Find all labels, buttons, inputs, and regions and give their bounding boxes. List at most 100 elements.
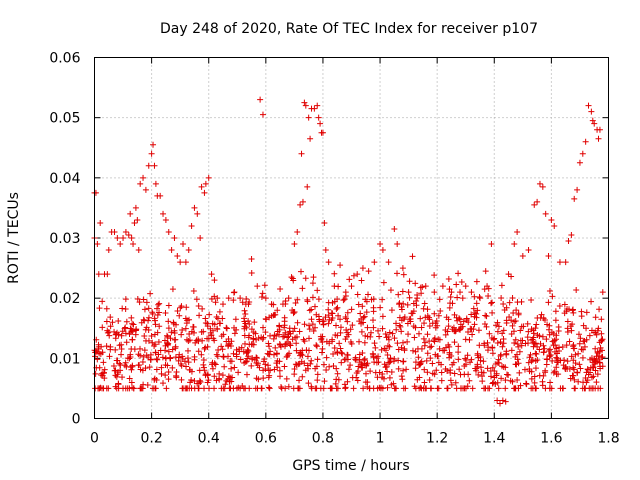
data-point — [151, 315, 158, 322]
data-point — [570, 309, 577, 316]
data-point — [514, 377, 521, 384]
data-point — [243, 296, 250, 303]
data-point — [227, 385, 234, 392]
data-point — [231, 324, 238, 331]
data-point — [423, 357, 430, 364]
data-point — [414, 376, 421, 383]
data-point — [119, 374, 126, 381]
data-point — [248, 270, 255, 277]
data-point — [95, 341, 102, 348]
data-point — [227, 374, 234, 381]
data-point — [338, 359, 345, 366]
data-point — [165, 318, 172, 325]
data-point — [400, 367, 407, 374]
data-point — [344, 318, 351, 325]
data-point — [471, 313, 478, 320]
data-point — [121, 325, 128, 332]
data-point — [431, 310, 438, 317]
data-point — [489, 364, 496, 371]
data-point — [301, 321, 308, 328]
data-point — [193, 296, 200, 303]
data-point — [151, 375, 158, 382]
data-point — [487, 373, 494, 380]
data-point — [388, 307, 395, 314]
data-point — [128, 379, 135, 386]
data-point — [333, 306, 340, 313]
data-point — [483, 323, 490, 330]
data-point — [293, 340, 300, 347]
data-point — [312, 324, 319, 331]
data-point — [532, 350, 539, 357]
data-point — [575, 350, 582, 357]
data-point — [540, 315, 547, 322]
data-point — [354, 271, 361, 278]
data-point — [512, 385, 519, 392]
data-point — [185, 247, 192, 254]
data-point — [488, 300, 495, 307]
data-point — [456, 316, 463, 323]
data-point — [211, 385, 218, 392]
data-point — [261, 282, 268, 289]
data-point — [591, 356, 598, 363]
data-point — [499, 397, 506, 404]
data-point — [265, 384, 272, 391]
data-point — [258, 385, 265, 392]
data-point — [211, 337, 218, 344]
data-point — [198, 183, 205, 190]
data-point — [567, 323, 574, 330]
data-point — [422, 283, 429, 290]
data-point — [94, 356, 101, 363]
data-point — [393, 326, 400, 333]
data-point — [424, 350, 431, 357]
data-point — [225, 343, 232, 350]
data-point — [400, 271, 407, 278]
data-point — [488, 241, 495, 248]
data-point — [110, 362, 117, 369]
data-point — [345, 331, 352, 338]
data-point — [434, 353, 441, 360]
data-point — [592, 367, 599, 374]
data-point — [429, 360, 436, 367]
data-point — [489, 350, 496, 357]
data-point — [400, 358, 407, 365]
data-point — [502, 385, 509, 392]
data-point — [323, 338, 330, 345]
data-point — [362, 379, 369, 386]
data-point — [458, 279, 465, 286]
data-point — [446, 354, 453, 361]
data-point — [455, 270, 462, 277]
data-point — [151, 162, 158, 169]
data-point — [199, 305, 206, 312]
data-point — [124, 355, 131, 362]
data-point — [556, 303, 563, 310]
data-point — [129, 320, 136, 327]
data-point — [594, 371, 601, 378]
data-point — [348, 306, 355, 313]
data-point — [497, 338, 504, 345]
data-point — [291, 308, 298, 315]
data-point — [337, 262, 344, 269]
data-point — [164, 362, 171, 369]
data-point — [211, 277, 218, 284]
data-point — [184, 355, 191, 362]
data-point — [97, 219, 104, 226]
data-point — [555, 347, 562, 354]
data-point — [572, 351, 579, 358]
data-point — [310, 327, 317, 334]
data-point — [592, 329, 599, 336]
data-point — [260, 375, 267, 382]
data-point — [564, 329, 571, 336]
data-point — [196, 312, 203, 319]
data-point — [214, 326, 221, 333]
data-point — [545, 253, 552, 260]
data-point — [128, 235, 135, 241]
data-point — [244, 346, 251, 353]
data-point — [325, 306, 332, 313]
data-point — [225, 373, 232, 380]
data-point — [130, 241, 137, 248]
data-point — [431, 371, 438, 378]
data-point — [141, 333, 148, 340]
data-point — [171, 235, 178, 241]
data-point — [205, 335, 212, 342]
data-point — [241, 340, 248, 347]
